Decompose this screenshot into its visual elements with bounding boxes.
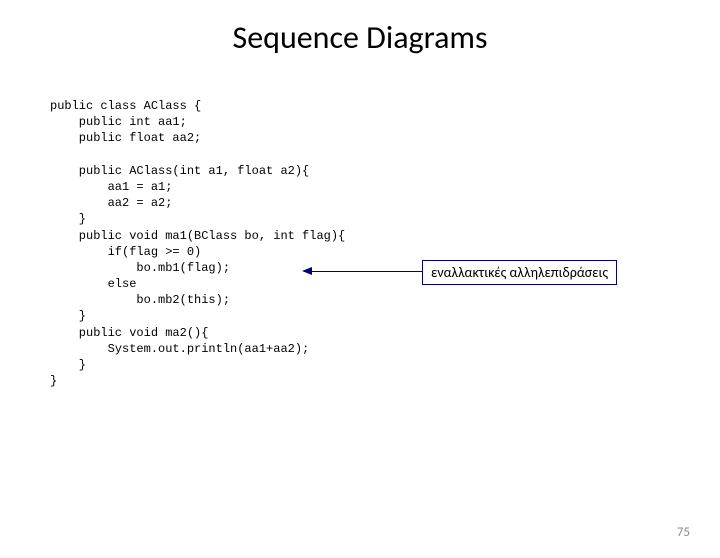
annotation-callout: εναλλακτικές αλληλεπιδράσεις — [422, 260, 617, 285]
annotation-arrow-line — [304, 271, 422, 272]
code-listing: public class AClass { public int aa1; pu… — [50, 98, 345, 389]
annotation-arrow-head — [302, 267, 312, 275]
slide-title: Sequence Diagrams — [0, 18, 720, 57]
page-number: 75 — [677, 525, 690, 540]
